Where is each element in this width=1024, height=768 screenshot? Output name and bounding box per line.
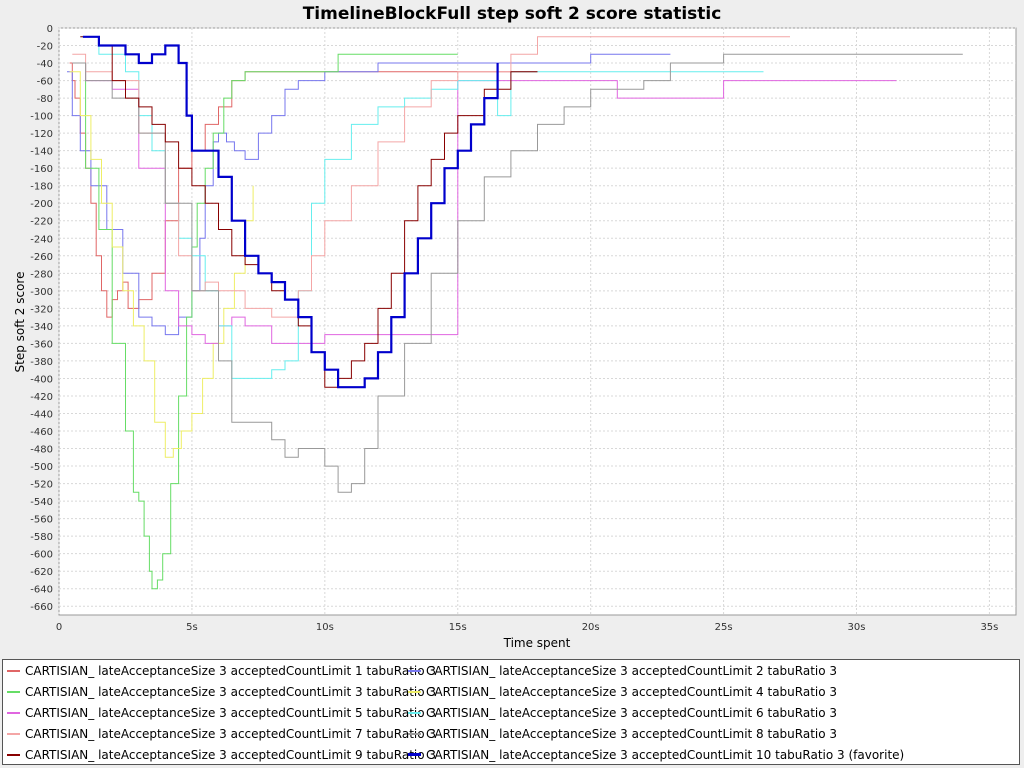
y-tick-label: -540 — [30, 497, 53, 508]
axis-ticks: 0 -20 -40 -60 -80 -100 -120 -140 -160 -180 -200 -22… — [30, 24, 998, 633]
chart-title: TimelineBlockFull step soft 2 score stat… — [303, 4, 722, 24]
series-line-6 — [80, 36, 764, 379]
legend-label: CARTISIAN_ lateAcceptanceSize 3 accepted… — [426, 727, 838, 741]
legend-label: CARTISIAN_ lateAcceptanceSize 3 accepted… — [426, 664, 838, 678]
series-line-4 — [69, 71, 254, 458]
x-tick-label: 25s — [715, 622, 733, 633]
x-tick-label: 0 — [56, 622, 62, 633]
x-axis-label: Time spent — [503, 636, 571, 650]
legend-label: CARTISIAN_ lateAcceptanceSize 3 accepted… — [426, 685, 838, 699]
y-tick-label: -420 — [30, 392, 53, 403]
y-tick-label: -60 — [37, 77, 53, 88]
y-tick-label: -400 — [30, 374, 53, 385]
legend-swatch — [7, 670, 20, 672]
legend-swatch — [408, 753, 421, 756]
x-tick-label: 15s — [449, 622, 467, 633]
x-tick-label: 35s — [980, 622, 998, 633]
y-tick-label: -360 — [30, 339, 53, 350]
legend-swatch — [7, 712, 20, 714]
y-axis-label: Step soft 2 score — [13, 272, 27, 373]
chart-legend: CARTISIAN_ lateAcceptanceSize 3 accepted… — [2, 659, 1020, 765]
legend-swatch — [7, 754, 20, 756]
y-tick-label: -200 — [30, 199, 53, 210]
y-tick-label: -240 — [30, 234, 53, 245]
x-tick-label: 30s — [848, 622, 866, 633]
y-tick-label: -480 — [30, 445, 53, 456]
y-tick-label: -280 — [30, 269, 53, 280]
legend-label: CARTISIAN_ lateAcceptanceSize 3 accepted… — [25, 664, 437, 678]
y-tick-label: -40 — [37, 59, 53, 70]
y-tick-label: -380 — [30, 357, 53, 368]
x-tick-label: 5s — [186, 622, 198, 633]
legend-label: CARTISIAN_ lateAcceptanceSize 3 accepted… — [426, 748, 905, 762]
y-tick-label: -640 — [30, 585, 53, 596]
y-tick-label: -600 — [30, 550, 53, 561]
legend-swatch — [7, 733, 20, 735]
y-tick-label: -160 — [30, 164, 53, 175]
y-tick-label: 0 — [47, 24, 53, 35]
legend-swatch — [408, 691, 421, 693]
legend-label: CARTISIAN_ lateAcceptanceSize 3 accepted… — [25, 748, 437, 762]
legend-swatch — [7, 691, 20, 693]
y-tick-label: -220 — [30, 217, 53, 228]
y-tick-label: -300 — [30, 287, 53, 298]
legend-swatch — [408, 712, 421, 714]
series-line-10 — [82, 35, 499, 389]
legend-label: CARTISIAN_ lateAcceptanceSize 3 accepted… — [25, 727, 437, 741]
series-lines — [67, 35, 963, 590]
y-tick-label: -340 — [30, 322, 53, 333]
y-tick-label: -620 — [30, 567, 53, 578]
x-tick-label: 10s — [316, 622, 334, 633]
series-line-8 — [72, 53, 963, 493]
legend-label: CARTISIAN_ lateAcceptanceSize 3 accepted… — [25, 706, 437, 720]
y-tick-label: -500 — [30, 462, 53, 473]
x-tick-label: 20s — [582, 622, 600, 633]
legend-swatch — [408, 733, 421, 735]
y-tick-label: -460 — [30, 427, 53, 438]
legend-label: CARTISIAN_ lateAcceptanceSize 3 accepted… — [25, 685, 437, 699]
y-tick-label: -560 — [30, 515, 53, 526]
legend-label: CARTISIAN_ lateAcceptanceSize 3 accepted… — [426, 706, 838, 720]
y-tick-label: -660 — [30, 602, 53, 613]
y-tick-label: -80 — [37, 94, 53, 105]
y-tick-label: -260 — [30, 252, 53, 263]
y-tick-label: -140 — [30, 147, 53, 158]
y-tick-label: -100 — [30, 112, 53, 123]
y-tick-label: -580 — [30, 532, 53, 543]
y-tick-label: -320 — [30, 304, 53, 315]
y-tick-label: -20 — [37, 42, 53, 53]
y-tick-label: -180 — [30, 182, 53, 193]
y-tick-label: -120 — [30, 129, 53, 140]
y-tick-label: -520 — [30, 480, 53, 491]
y-tick-label: -440 — [30, 409, 53, 420]
line-chart: TimelineBlockFull step soft 2 score stat… — [13, 4, 1017, 650]
legend-swatch — [408, 670, 421, 672]
series-line-3 — [72, 53, 458, 590]
